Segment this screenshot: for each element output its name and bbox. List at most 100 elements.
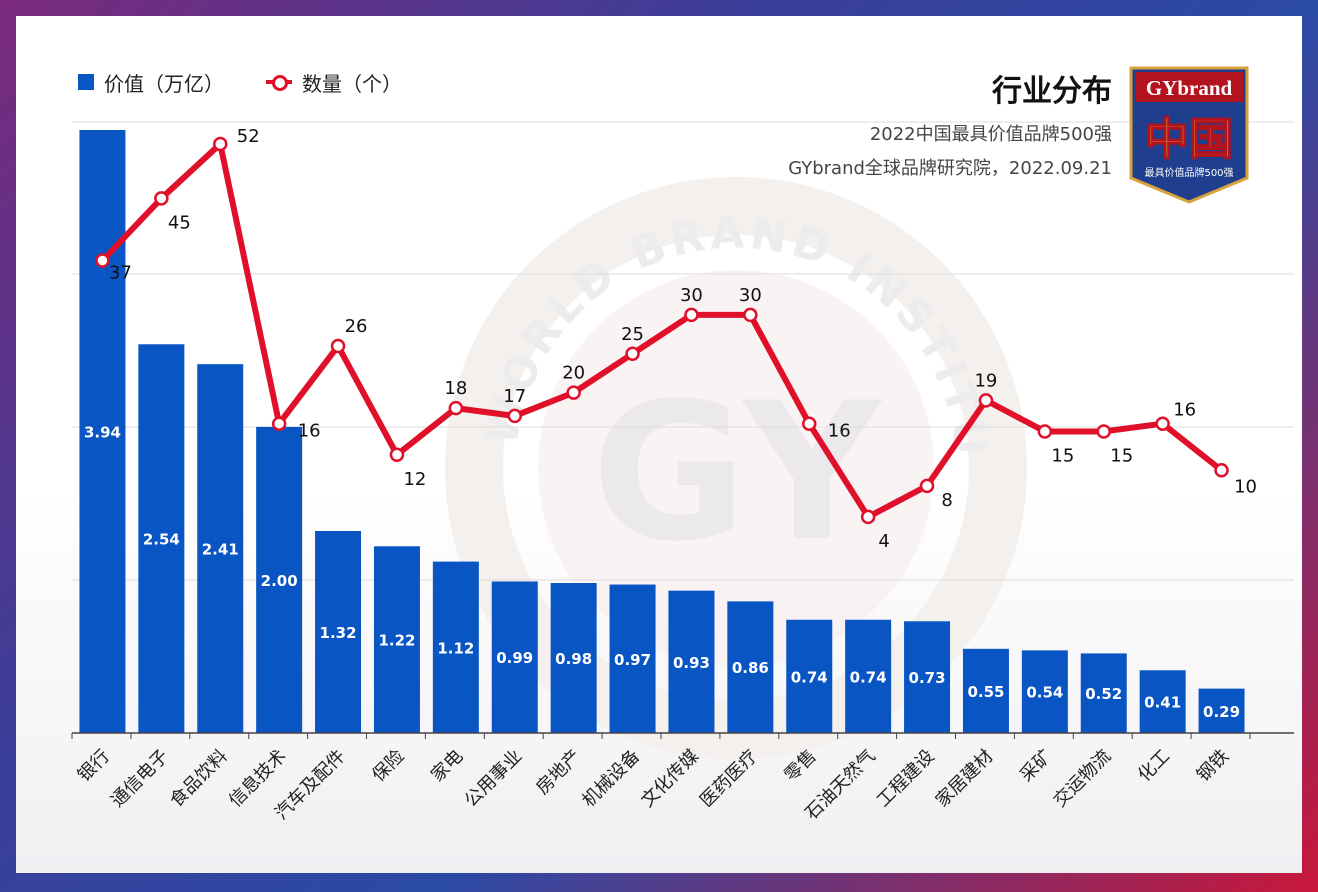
count-point-17 [1096, 424, 1111, 439]
chart-subtitle: 2022中国最具价值品牌500强 [869, 124, 1112, 145]
x-tick-label-19: 钢铁 [1193, 746, 1233, 786]
x-tick-label-6: 家电 [427, 746, 467, 786]
bar-0 [79, 130, 126, 733]
count-value-label-16: 15 [1051, 445, 1074, 466]
legend-item-count[interactable]: 数量（个） [266, 68, 402, 97]
count-value-label-4: 26 [345, 316, 368, 337]
bar-value-label-2: 2.41 [202, 541, 239, 559]
count-point-1 [154, 191, 169, 206]
count-value-label-10: 30 [680, 285, 703, 306]
count-value-label-15: 19 [974, 370, 997, 391]
bar-13 [845, 619, 892, 733]
x-tick-label-5: 保险 [368, 746, 408, 786]
count-value-label-12: 16 [828, 421, 851, 442]
bar-6 [432, 561, 479, 733]
x-tick-label-14: 工程建设 [873, 746, 939, 812]
bar-15 [962, 648, 1009, 733]
count-value-label-7: 17 [503, 386, 526, 407]
count-value-label-17: 15 [1110, 445, 1133, 466]
bar-value-label-14: 0.73 [909, 669, 946, 687]
count-point-18 [1155, 416, 1170, 431]
count-point-6 [448, 400, 464, 416]
bar-value-label-15: 0.55 [967, 683, 1004, 701]
bar-value-label-3: 2.00 [261, 572, 298, 590]
bar-value-label-12: 0.74 [791, 668, 828, 686]
bar-18 [1139, 670, 1186, 733]
bar-16 [1021, 650, 1068, 733]
bar-value-label-7: 0.99 [496, 649, 533, 667]
bar-value-label-10: 0.93 [673, 654, 710, 672]
count-point-14 [919, 478, 935, 494]
count-value-label-14: 8 [941, 490, 952, 511]
bar-value-label-0: 3.94 [84, 424, 121, 442]
bar-value-label-13: 0.74 [850, 668, 887, 686]
bar-10 [668, 590, 715, 733]
count-value-label-1: 45 [168, 212, 191, 233]
bar-12 [786, 619, 833, 733]
x-tick-label-10: 文化传媒 [637, 746, 703, 812]
count-point-9 [625, 346, 640, 362]
x-tick-label-16: 采矿 [1016, 746, 1056, 786]
bar-17 [1080, 653, 1127, 733]
count-point-19 [1214, 463, 1229, 478]
count-point-8 [566, 385, 581, 400]
legend-bar-swatch [78, 74, 94, 90]
count-value-label-9: 25 [621, 324, 644, 345]
x-tick-label-18: 化工 [1134, 746, 1174, 786]
bar-19 [1198, 688, 1245, 733]
chart-title: 行业分布 [992, 74, 1112, 109]
x-tick-label-0: 银行 [74, 746, 114, 786]
bar-value-label-5: 1.22 [378, 632, 415, 650]
count-value-label-6: 18 [444, 378, 467, 399]
count-point-15 [978, 393, 994, 408]
bar-5 [373, 546, 420, 733]
legend-line-swatch [266, 74, 292, 91]
count-value-label-13: 4 [878, 531, 889, 552]
count-value-label-11: 30 [739, 285, 762, 306]
bar-value-label-6: 1.12 [437, 639, 474, 657]
bar-9 [609, 584, 656, 733]
badge-top-text: GYbrand [1146, 76, 1233, 100]
count-point-2 [213, 136, 228, 152]
x-tick-label-17: 交运物流 [1050, 746, 1116, 812]
bar-14 [904, 621, 951, 733]
count-point-3 [271, 416, 287, 431]
count-point-5 [389, 447, 405, 463]
bar-8 [550, 583, 597, 733]
x-tick-label-12: 零售 [780, 746, 820, 786]
count-point-10 [684, 307, 699, 323]
bar-value-label-1: 2.54 [143, 531, 180, 549]
bar-value-label-18: 0.41 [1144, 694, 1181, 712]
x-tick-label-2: 食品饮料 [166, 746, 232, 812]
legend-item-value[interactable]: 价值（万亿） [78, 68, 224, 97]
bar-3 [256, 426, 303, 733]
watermark-center-text: GY [591, 362, 883, 583]
x-tick-label-15: 家居建材 [932, 746, 998, 812]
count-value-label-18: 16 [1173, 400, 1196, 421]
count-value-label-19: 10 [1234, 476, 1257, 497]
chart-source: GYbrand全球品牌研究院，2022.09.21 [788, 158, 1112, 179]
count-point-16 [1037, 424, 1053, 439]
count-value-label-0: 37 [109, 263, 132, 284]
bar-7 [491, 581, 538, 733]
chart-card: WORLD BRAND INSTITUTE GY 3.942.542.412.0… [16, 16, 1302, 873]
bar-value-label-16: 0.54 [1026, 684, 1063, 702]
bar-value-label-9: 0.97 [614, 651, 651, 669]
count-value-label-8: 20 [562, 363, 585, 384]
badge-bottom-text: 最具价值品牌500强 [1144, 166, 1233, 179]
bar-value-label-8: 0.98 [555, 650, 592, 668]
count-value-label-2: 52 [237, 126, 260, 147]
legend-label-value: 价值（万亿） [104, 71, 224, 96]
count-point-4 [330, 338, 346, 354]
x-tick-label-9: 机械设备 [578, 746, 644, 812]
count-point-0 [95, 253, 110, 268]
x-tick-label-11: 医药医疗 [696, 746, 762, 812]
count-point-13 [860, 509, 876, 525]
bar-value-label-17: 0.52 [1085, 685, 1122, 703]
count-value-label-5: 12 [403, 469, 426, 490]
x-tick-label-7: 公用事业 [461, 746, 527, 812]
x-tick-label-1: 通信电子 [107, 746, 173, 812]
count-point-11 [743, 307, 758, 323]
bar-4 [315, 530, 362, 733]
bar-value-label-4: 1.32 [320, 624, 357, 642]
